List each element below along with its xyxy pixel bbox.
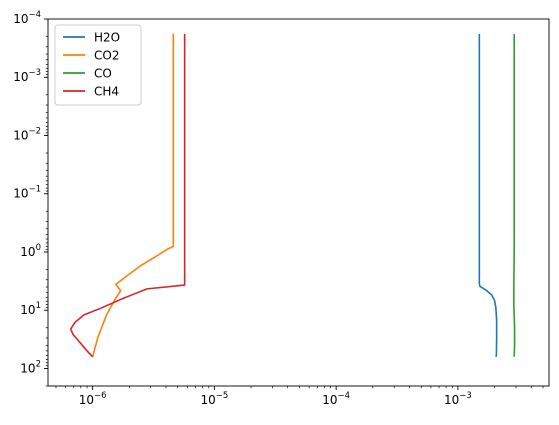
- series-line-h2o: [478, 33, 498, 358]
- plot-frame: [47, 18, 550, 387]
- legend-label-ch4: CH4: [94, 85, 119, 99]
- y-tick-label: 10−2: [13, 126, 41, 142]
- y-tick-label: 10−4: [13, 10, 41, 26]
- legend-label-co: CO: [94, 67, 112, 81]
- y-tick-label: 100: [20, 243, 41, 259]
- series-layer: [69, 33, 516, 358]
- series-line-co2: [91, 33, 175, 357]
- y-tick-label: 10−1: [13, 185, 41, 201]
- x-tick-label: 10−4: [322, 391, 350, 407]
- legend-label-h2o: H2O: [94, 31, 120, 45]
- series-line-ch4: [69, 33, 186, 358]
- x-tick-label: 10−5: [200, 391, 228, 407]
- y-tick-label: 10−3: [13, 68, 41, 84]
- series-line-co: [513, 33, 516, 357]
- y-tick-label: 101: [20, 301, 41, 317]
- x-tick-label: 10−3: [444, 391, 472, 407]
- legend: H2O CO2 CO CH4: [54, 24, 142, 106]
- legend-box: [54, 24, 142, 106]
- legend-label-co2: CO2: [94, 49, 119, 63]
- x-tick-label: 10−6: [79, 391, 107, 407]
- y-tick-label: 102: [20, 359, 41, 375]
- axes-layer: 10−6 10−5 10−4 10−3 10−4 10−3 10−2 10−1 100 101 10…: [13, 10, 550, 407]
